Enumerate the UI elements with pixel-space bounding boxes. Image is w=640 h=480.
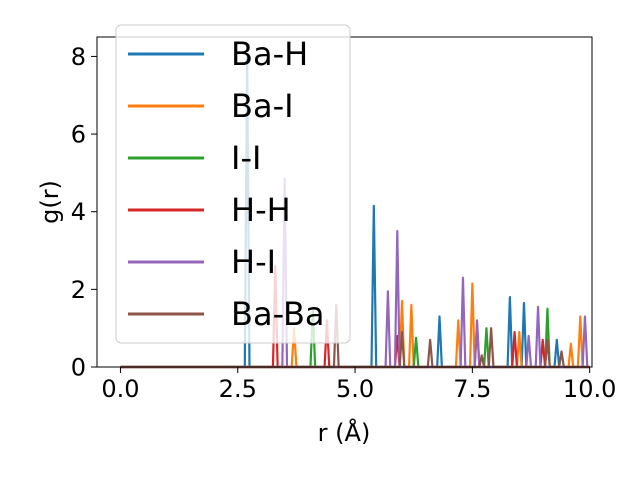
x-tick-label: 5.0 [336, 375, 374, 403]
y-axis-label: g(r) [36, 180, 64, 224]
y-tick-label: 2 [71, 276, 86, 304]
legend-label: Ba-I [231, 87, 294, 125]
y-axis: 0 2 4 6 8 [71, 43, 97, 382]
legend: Ba-H Ba-I I-I H-H H-I Ba-Ba [115, 24, 351, 344]
legend-label: Ba-Ba [231, 295, 325, 333]
x-tick-label: 0.0 [101, 375, 139, 403]
x-axis-label: r (Å) [318, 418, 371, 447]
x-tick-label: 2.5 [219, 375, 257, 403]
y-tick-label: 0 [71, 354, 86, 382]
y-tick-label: 6 [71, 121, 86, 149]
legend-label: H-H [231, 191, 291, 229]
x-tick-label: 7.5 [453, 375, 491, 403]
x-tick-label: 10.0 [563, 375, 616, 403]
y-tick-label: 4 [71, 198, 86, 226]
legend-label: Ba-H [231, 35, 308, 73]
x-axis: 0.0 2.5 5.0 7.5 10.0 [101, 367, 616, 403]
legend-label: I-I [231, 139, 261, 177]
legend-label: H-I [231, 243, 276, 281]
y-tick-label: 8 [71, 43, 86, 71]
